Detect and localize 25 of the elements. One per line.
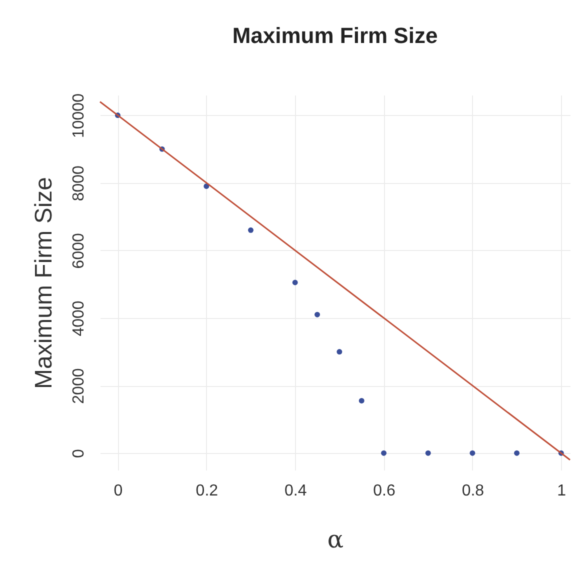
x-axis-title: α (327, 526, 344, 554)
point (470, 450, 476, 456)
point (314, 312, 320, 318)
x-tick-label: 0 (114, 482, 123, 500)
y-tick-label: 6000 (70, 233, 88, 269)
x-tick-label: 1 (557, 482, 566, 500)
point (204, 183, 210, 189)
point (248, 227, 254, 233)
point (336, 349, 342, 354)
point (358, 398, 364, 404)
y-tick-label: 8000 (70, 165, 88, 202)
x-tick-label: 0.6 (373, 482, 396, 500)
y-tick-label: 0 (70, 449, 88, 458)
y-tick-label: 2000 (70, 368, 88, 404)
point (292, 280, 298, 286)
x-tick-label: 0.4 (284, 482, 307, 500)
x-tick-label: 0.2 (196, 482, 218, 500)
x-tick-label: 0.8 (462, 482, 484, 500)
y-tick-label: 10000 (70, 93, 88, 138)
y-axis-title: Maximum Firm Size (30, 176, 58, 390)
y-tick-label: 4000 (70, 300, 88, 336)
point (381, 450, 387, 456)
point (514, 450, 520, 456)
chart-title: Maximum Firm Size (232, 23, 438, 48)
point (425, 450, 431, 456)
